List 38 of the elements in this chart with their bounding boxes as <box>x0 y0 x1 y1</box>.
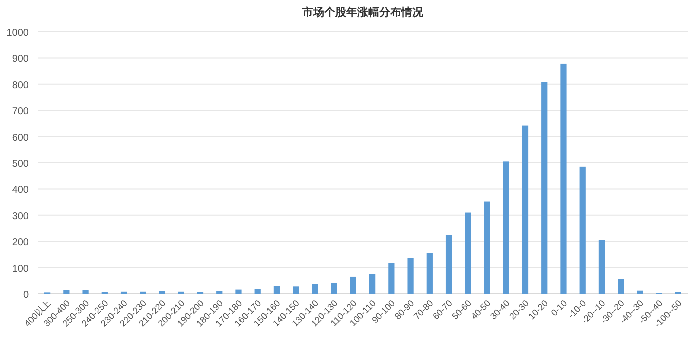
y-tick-label: 900 <box>12 54 30 66</box>
bar <box>560 64 567 294</box>
bar <box>274 286 280 294</box>
bar <box>618 279 624 294</box>
bar <box>350 276 356 294</box>
bar <box>503 162 510 294</box>
bar <box>331 282 338 294</box>
bar <box>637 290 644 294</box>
y-tick-label: 300 <box>12 211 30 222</box>
y-tick-label: 600 <box>12 132 30 144</box>
bar <box>216 291 223 294</box>
y-tick-label: 100 <box>12 264 30 275</box>
y-tick-label: 1000 <box>6 28 30 39</box>
bar <box>446 235 452 294</box>
y-tick-label: 700 <box>12 106 30 118</box>
y-tick-label: 400 <box>12 185 30 196</box>
y-tick-label: 800 <box>12 80 30 92</box>
bar <box>64 290 70 294</box>
bar <box>254 289 261 294</box>
bar <box>82 290 89 294</box>
y-tick-label: 500 <box>12 159 30 170</box>
bar <box>388 263 395 294</box>
bar <box>312 284 318 294</box>
bar <box>522 126 529 294</box>
bar <box>426 253 433 294</box>
chart-title: 市场个股年涨幅分布情况 <box>302 6 424 19</box>
bar <box>293 286 300 294</box>
bar <box>370 274 376 294</box>
bar <box>598 240 606 294</box>
bar <box>542 82 548 294</box>
bar <box>159 291 166 294</box>
bar <box>465 212 472 294</box>
bar <box>484 202 490 294</box>
y-tick-label: 200 <box>12 238 30 249</box>
bar <box>408 258 414 294</box>
bar <box>236 290 242 294</box>
bar <box>580 166 586 294</box>
y-tick-label: 0 <box>23 290 30 301</box>
